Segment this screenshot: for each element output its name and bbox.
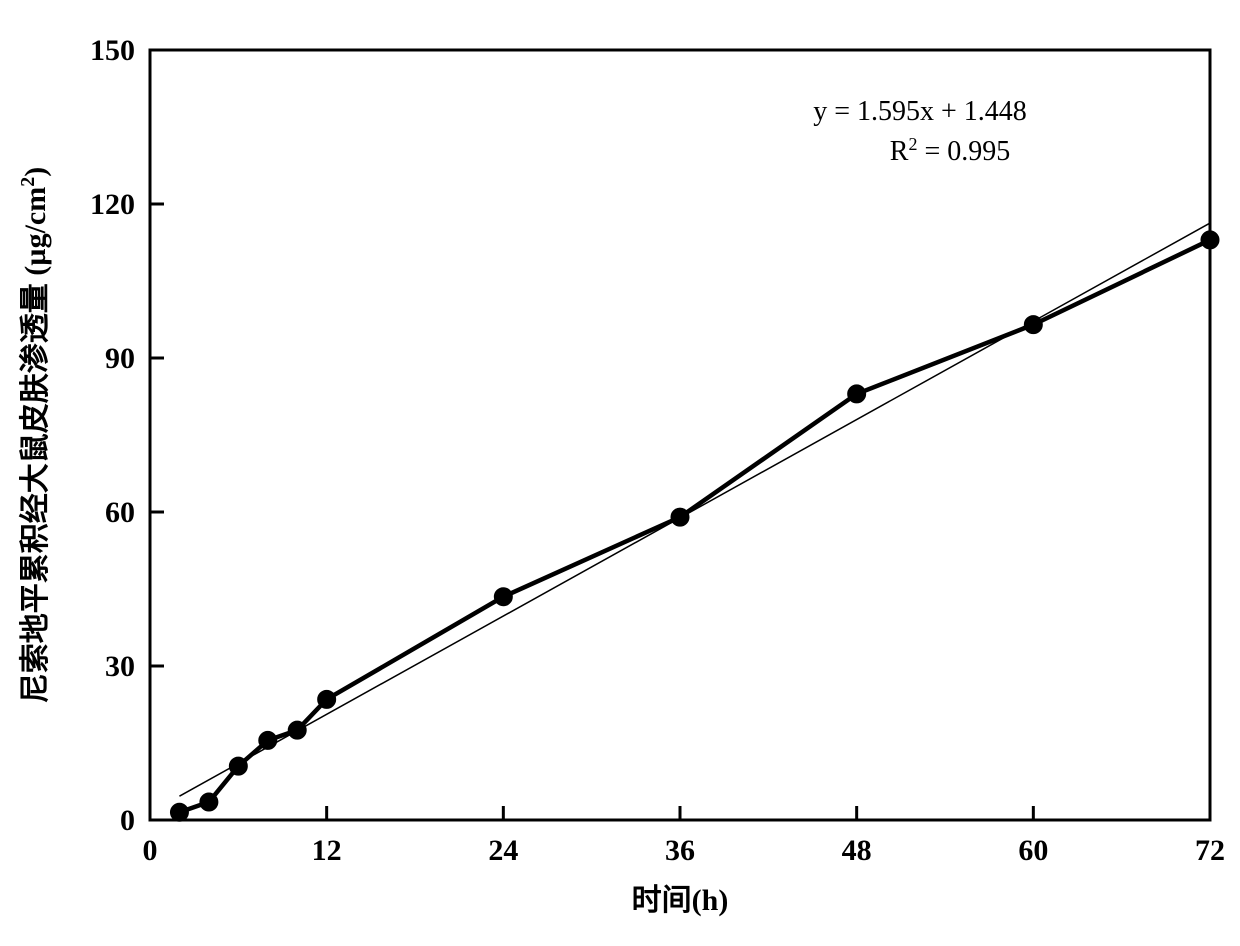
x-tick-label: 0 <box>143 834 158 867</box>
y-tick-label: 60 <box>105 496 135 529</box>
chart-container: 0 12 24 36 48 60 72 0 30 60 90 120 150 时间(h) 尼索地平累积经大鼠… <box>0 0 1240 946</box>
data-marker <box>494 588 512 606</box>
data-marker <box>318 690 336 708</box>
y-tick-label: 90 <box>105 342 135 375</box>
y-tick-label: 150 <box>90 34 135 67</box>
x-tick-label: 36 <box>665 834 695 867</box>
data-marker <box>229 757 247 775</box>
data-marker <box>259 731 277 749</box>
x-tick-label: 24 <box>488 834 518 867</box>
x-axis-title: 时间(h) <box>632 884 729 917</box>
r2-annotation: R2 = 0.995 <box>890 134 1010 167</box>
data-marker <box>1024 316 1042 334</box>
x-tick-label: 72 <box>1195 834 1225 867</box>
y-tick-label: 30 <box>105 650 135 683</box>
data-marker <box>288 721 306 739</box>
chart-background <box>0 0 1240 946</box>
data-marker <box>848 385 866 403</box>
x-tick-label: 60 <box>1018 834 1048 867</box>
x-tick-label: 48 <box>842 834 872 867</box>
data-marker <box>671 508 689 526</box>
equation-annotation: y = 1.595x + 1.448 <box>813 96 1027 127</box>
y-tick-label: 0 <box>120 804 135 837</box>
y-axis-title: 尼索地平累积经大鼠皮肤渗透量 (µg/cm2) <box>17 167 52 703</box>
chart-svg: 0 12 24 36 48 60 72 0 30 60 90 120 150 时间(h) 尼索地平累积经大鼠… <box>0 0 1240 946</box>
data-marker <box>1201 231 1219 249</box>
data-marker <box>200 793 218 811</box>
y-tick-label: 120 <box>90 188 135 221</box>
x-tick-label: 12 <box>312 834 342 867</box>
data-marker <box>170 803 188 821</box>
